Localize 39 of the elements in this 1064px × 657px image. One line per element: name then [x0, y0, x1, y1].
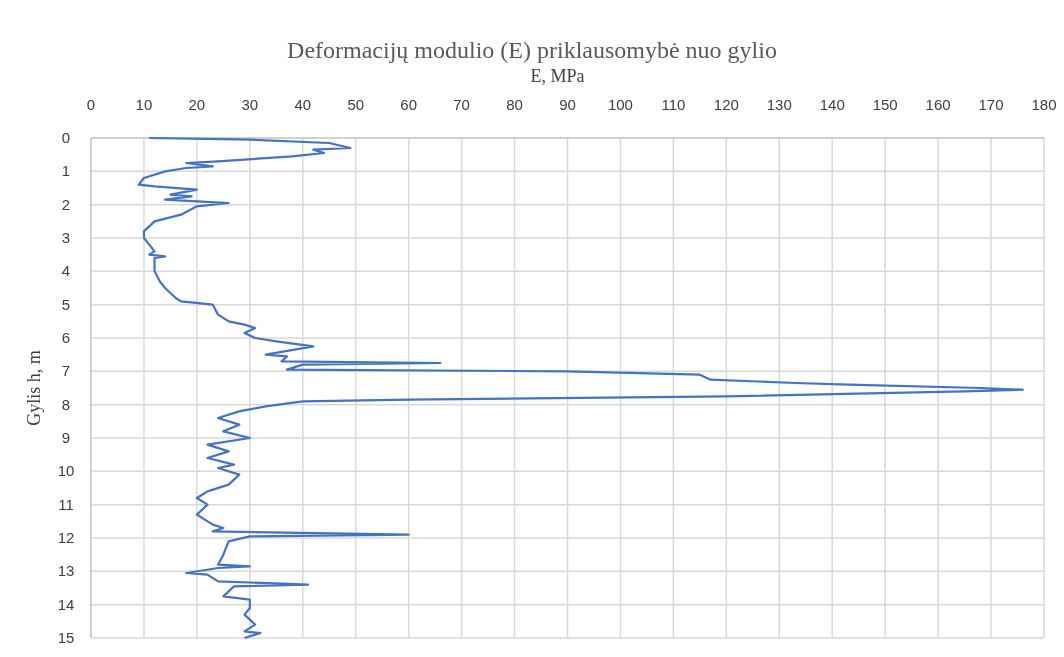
line-series — [137, 136, 1024, 640]
y-tick-label: 9 — [61, 429, 71, 446]
y-tick-label: 7 — [61, 362, 71, 380]
y-tick-label: 2 — [61, 195, 71, 213]
y-tick-label: 5 — [61, 295, 71, 313]
x-tick-label: 0 — [86, 96, 96, 113]
y-tick-label: 0 — [61, 129, 71, 146]
x-tick-label: 130 — [766, 96, 792, 113]
y-tick-label: 12 — [57, 529, 75, 546]
y-tick-label: 10 — [57, 462, 75, 480]
x-tick-label: 120 — [713, 96, 739, 113]
y-tick-label: 8 — [61, 395, 71, 413]
x-tick-label: 140 — [819, 96, 845, 113]
y-tick-label: 11 — [58, 495, 74, 513]
x-tick-label: 30 — [241, 96, 259, 113]
x-tick-label: 160 — [925, 96, 951, 113]
x-axis-title: E, MPa — [530, 66, 585, 86]
y-tick-label: 15 — [57, 629, 75, 646]
x-tick-label: 40 — [294, 96, 312, 113]
x-tick-label: 70 — [453, 96, 470, 113]
x-tick-label: 90 — [559, 96, 576, 113]
x-tick-label: 80 — [506, 96, 523, 113]
x-tick-label: 60 — [400, 96, 418, 113]
x-tick-label: 20 — [188, 96, 206, 113]
y-tick-label: 3 — [61, 229, 71, 246]
x-tick-label: 110 — [661, 96, 686, 113]
x-tick-label: 180 — [1031, 96, 1057, 113]
y-tick-label: 6 — [61, 329, 71, 346]
y-tick-label: 14 — [57, 595, 75, 613]
x-tick-label: 10 — [135, 96, 153, 113]
chart-title: Deformacijų modulio (E) priklausomybė nuo gylio — [287, 37, 777, 63]
x-tick-label: 50 — [347, 96, 365, 113]
x-tick-label: 100 — [607, 96, 633, 113]
x-tick-label: 150 — [872, 96, 898, 113]
y-axis-title: Gylis h, m — [24, 350, 44, 426]
y-tick-label: 4 — [61, 262, 71, 280]
y-tick-label: 1 — [61, 162, 71, 180]
x-tick-label: 170 — [978, 96, 1004, 113]
y-tick-label: 13 — [57, 562, 75, 580]
